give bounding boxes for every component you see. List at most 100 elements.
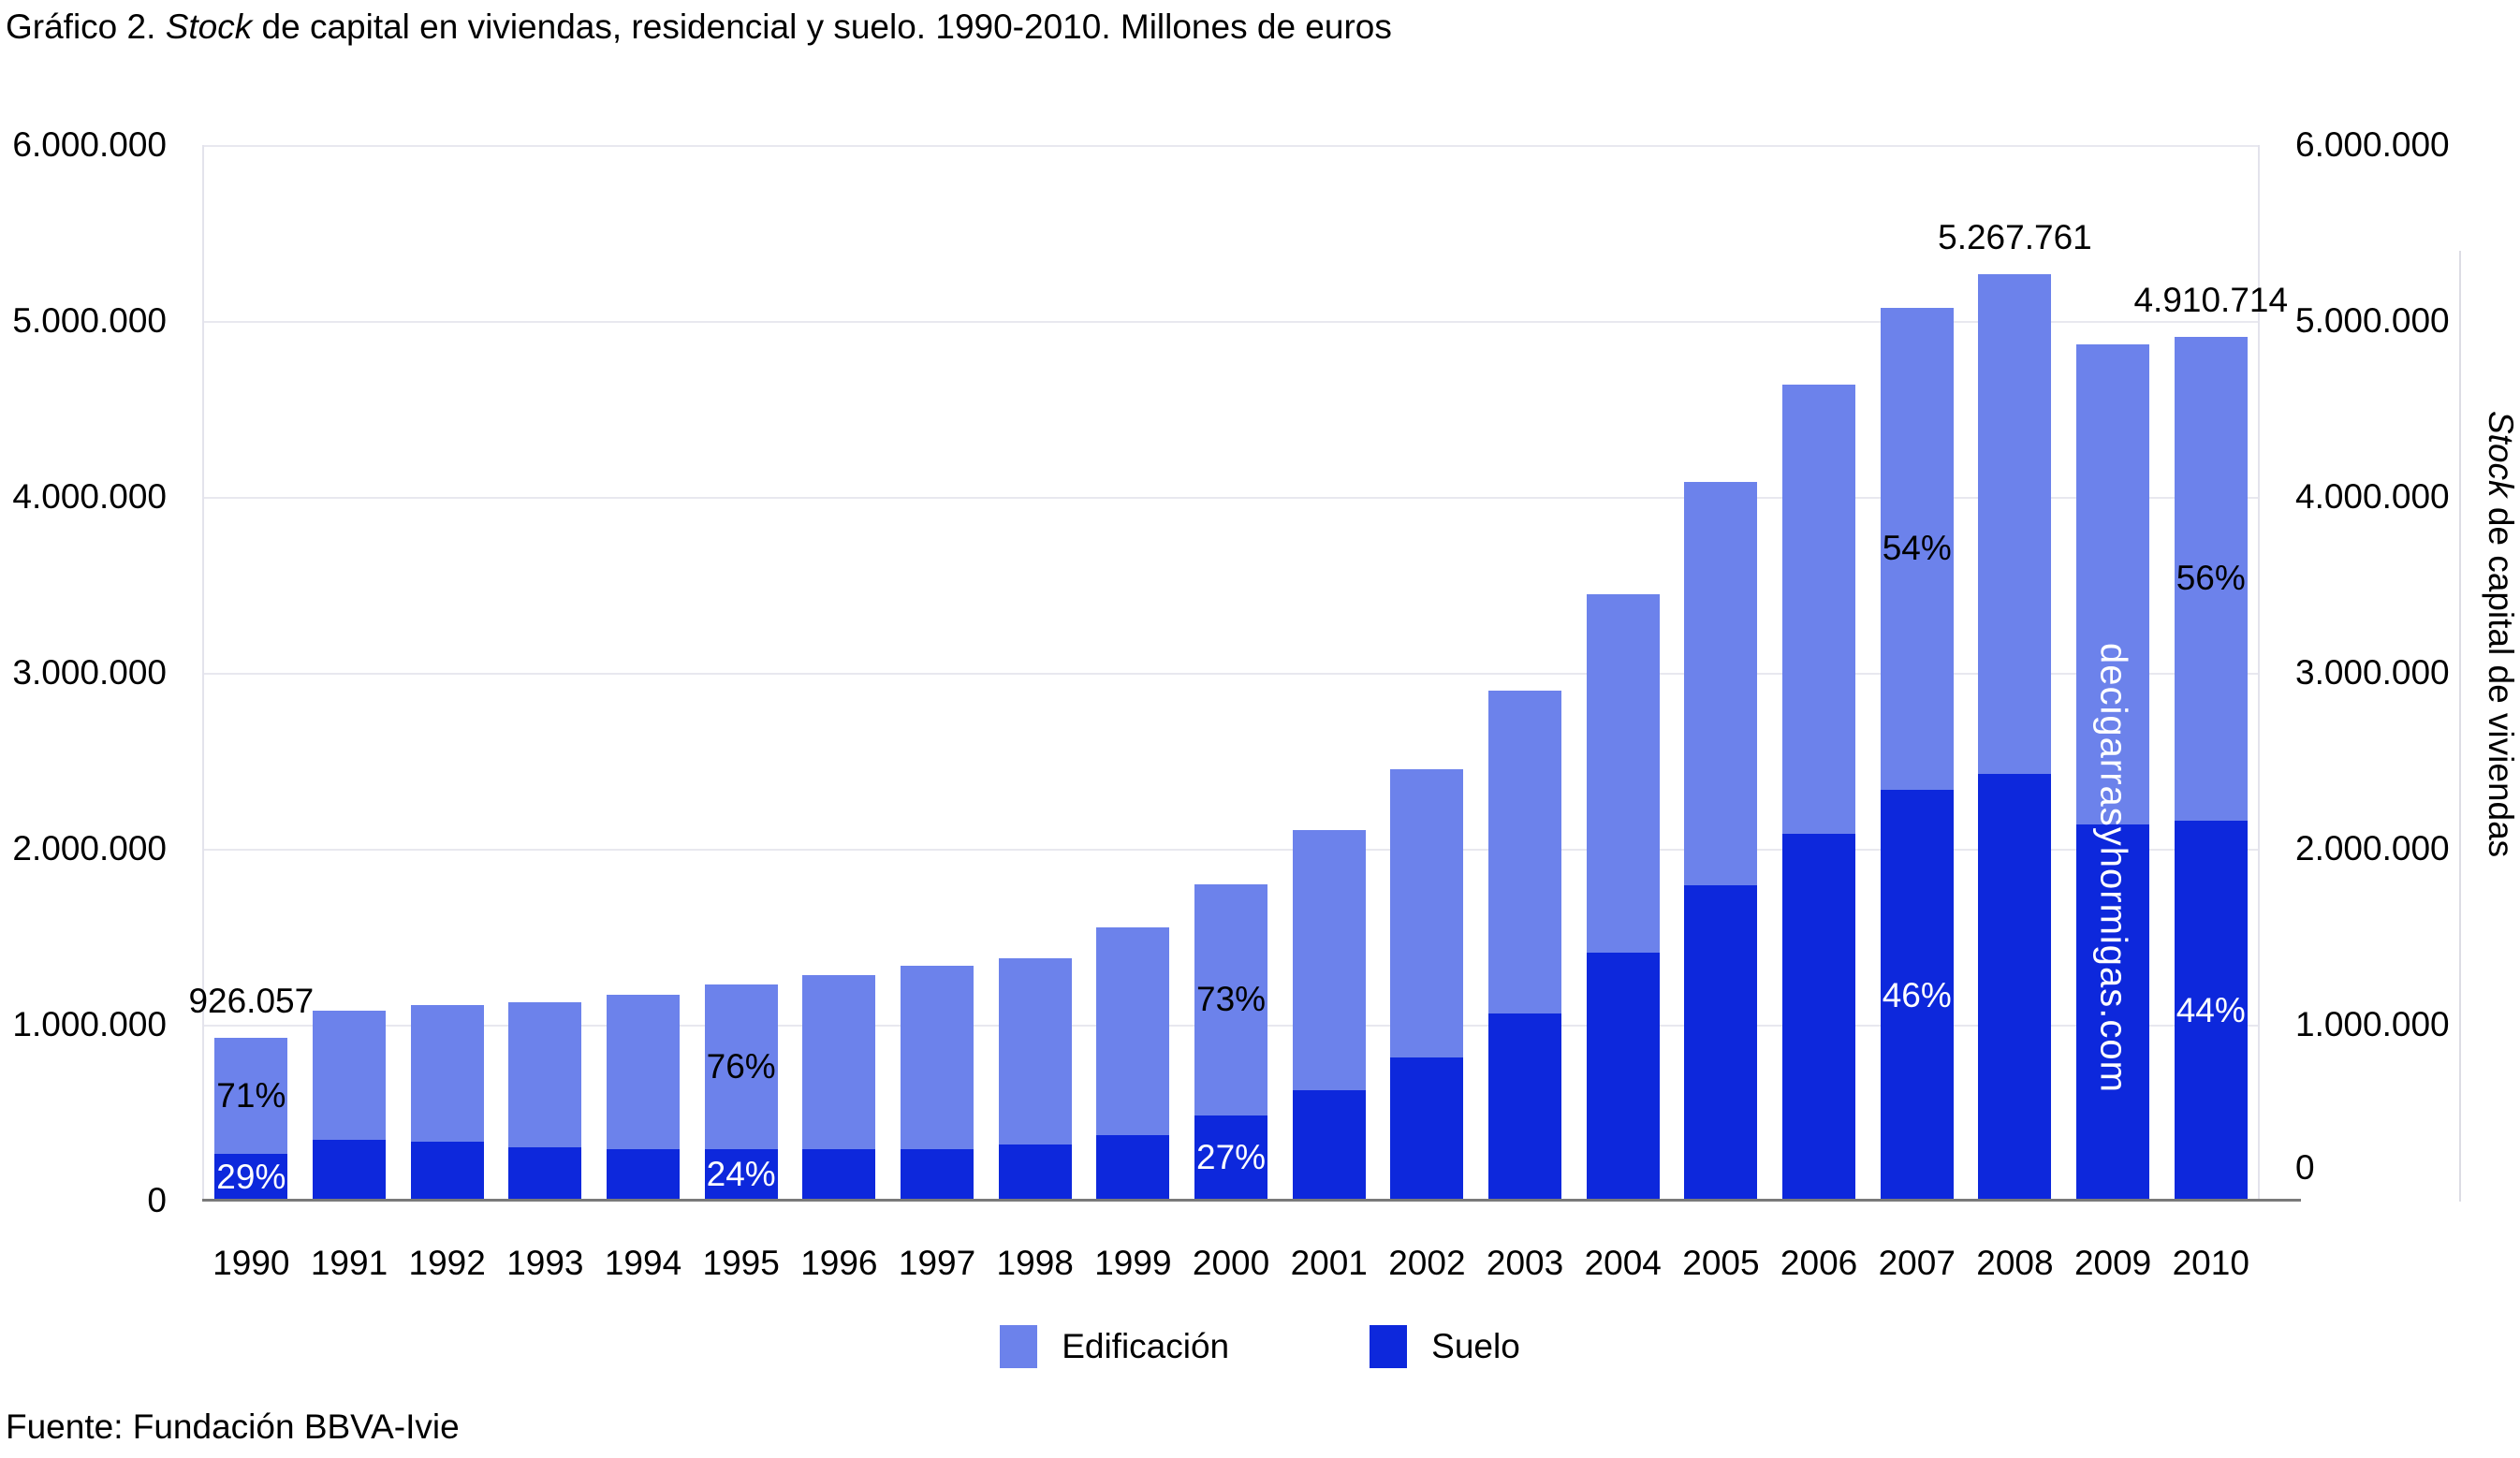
legend: Edificación Suelo [0,1325,2520,1368]
total-label-2010: 4.910.714 [2133,280,2289,319]
y-axis-right-title-italic: Stock [2482,411,2520,498]
bar-series-container: 71% 29% 926.057 1990 1991 1992 1993 1994 76% 24% 1… [188,145,2288,1282]
bar-segment-suelo-2010 [2174,820,2248,1201]
bar-stack-1992 [410,1005,484,1201]
y-axis-right-title: Stock de capital de viviendas [2468,251,2520,1018]
plot-left-border [202,145,204,1201]
bar-stack-2002 [1390,769,1464,1201]
x-tick-2006: 2006 [1780,1244,1858,1282]
bar-col-2006: 2006 [1770,145,1868,1282]
x-tick-1998: 1998 [996,1244,1074,1282]
watermark-text: decigarrasyhormigas.com [2092,643,2134,1093]
gridline-4m [202,497,2260,499]
pct-label-edificacion-2000: 73% [1196,980,1267,1019]
y-right-tick-label-6.000.000: 6.000.000 [2295,125,2450,164]
bar-segment-edificacion-1999 [1096,926,1170,1135]
bar-segment-suelo-2000 [1194,1115,1268,1201]
bar-segment-edificacion-1994 [607,995,681,1149]
bar-stack-1991 [313,1010,386,1201]
right-axis-hairline [2459,251,2461,1202]
bar-segment-suelo-1994 [607,1148,681,1201]
bar-stack-1993 [508,1001,582,1201]
bar-segment-edificacion-1998 [998,957,1072,1145]
x-axis-line [202,1199,2301,1202]
bar-stack-2005 [1684,482,1758,1201]
x-tick-1994: 1994 [604,1244,682,1282]
x-tick-1990: 1990 [212,1244,290,1282]
bar-col-2000: 73% 27% 2000 [1182,145,1281,1282]
x-tick-2005: 2005 [1682,1244,1760,1282]
bar-segment-edificacion-1992 [410,1005,484,1143]
bar-segment-edificacion-2004 [1586,594,1660,953]
chart-title-prefix: Gráfico 2. [6,7,166,46]
x-tick-1993: 1993 [506,1244,584,1282]
bar-segment-suelo-1992 [410,1142,484,1201]
bar-segment-suelo-2009 [2076,824,2150,1201]
bar-segment-edificacion-2002 [1390,769,1464,1058]
y-right-tick-label-5.000.000: 5.000.000 [2295,301,2450,340]
x-tick-1991: 1991 [310,1244,388,1282]
y-axis-right-title-rest: de capital de viviendas [2482,497,2520,858]
bar-stack-2006 [1782,384,1856,1201]
bar-segment-edificacion-1993 [508,1001,582,1147]
x-tick-1997: 1997 [898,1244,976,1282]
bar-col-2003: 2003 [1476,145,1575,1282]
bar-stack-1999 [1096,926,1170,1201]
pct-label-suelo-1995: 24% [706,1155,776,1194]
bar-stack-2004 [1586,594,1660,1201]
bar-segment-edificacion-1995 [704,984,778,1149]
y-left-tick-label-1.000.000: 1.000.000 [12,1005,167,1043]
bar-segment-edificacion-1991 [313,1010,386,1141]
bar-segment-suelo-2007 [1880,790,1954,1201]
bar-col-1995: 76% 24% 1995 [692,145,790,1282]
y-left-tick-label-4.000.000: 4.000.000 [12,477,167,516]
bar-segment-edificacion-2001 [1292,830,1366,1090]
bar-stack-2000 [1194,883,1268,1201]
x-tick-1996: 1996 [800,1244,878,1282]
bar-col-1994: 1994 [594,145,693,1282]
bar-col-2005: 2005 [1672,145,1770,1282]
bar-segment-edificacion-2009 [2076,344,2150,824]
bar-segment-suelo-2006 [1782,834,1856,1201]
bar-col-1992: 1992 [398,145,496,1282]
gridline-5m [202,321,2260,323]
bar-stack-1995 [704,984,778,1201]
chart-title-suffix: de capital en viviendas, residencial y s… [252,7,1392,46]
gridline-2m [202,849,2260,851]
bar-segment-suelo-2005 [1684,884,1758,1201]
x-tick-2001: 2001 [1290,1244,1368,1282]
bar-segment-suelo-2003 [1488,1013,1562,1201]
bar-col-1999: 1999 [1084,145,1182,1282]
legend-swatch-suelo-icon [1370,1325,1408,1368]
y-right-tick-label-4.000.000: 4.000.000 [2295,477,2450,516]
x-tick-2009: 2009 [2073,1244,2152,1282]
y-right-tick-label-2.000.000: 2.000.000 [2295,829,2450,868]
bar-segment-suelo-2004 [1586,952,1660,1201]
bar-segment-edificacion-2006 [1782,384,1856,835]
pct-label-suelo-2010: 44% [2176,990,2246,1029]
x-tick-2003: 2003 [1486,1244,1564,1282]
bar-segment-edificacion-1990 [214,1037,288,1154]
bar-segment-edificacion-2007 [1880,307,1954,791]
bar-stack-2008 [1978,273,2052,1201]
pct-label-edificacion-1995: 76% [706,1046,776,1086]
bar-stack-1997 [901,966,974,1201]
bar-stack-1996 [802,975,876,1201]
bar-stack-1998 [998,957,1072,1201]
gridline-6m [202,145,2260,147]
bar-segment-suelo-1997 [901,1148,974,1201]
x-tick-2007: 2007 [1878,1244,1956,1282]
pct-label-edificacion-2010: 56% [2176,559,2246,598]
bar-segment-suelo-1993 [508,1146,582,1201]
bar-segment-edificacion-2005 [1684,482,1758,885]
gridline-3m [202,673,2260,675]
x-tick-1995: 1995 [702,1244,780,1282]
plot-area: 71% 29% 926.057 1990 1991 1992 1993 1994 76% 24% 1… [188,145,2288,1282]
y-left-tick-label-3.000.000: 3.000.000 [12,653,167,692]
bar-segment-edificacion-1996 [802,975,876,1149]
bar-stack-2003 [1488,690,1562,1201]
bar-stack-1994 [607,995,681,1201]
y-right-tick-label-0: 0 [2295,1148,2315,1187]
legend-label-suelo: Suelo [1431,1327,1520,1365]
